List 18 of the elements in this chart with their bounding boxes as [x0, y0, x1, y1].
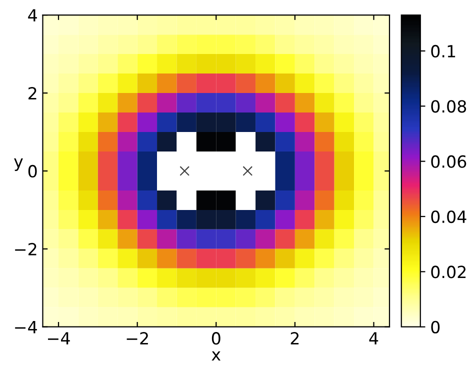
x-tick-label: −4 — [48, 332, 70, 344]
x-tick-label: 0 — [212, 332, 220, 345]
color-bar-label: 0.06 — [431, 155, 466, 168]
y-tick-label: 0 — [28, 164, 37, 178]
color-bar-label: 0.08 — [431, 100, 466, 113]
color-bar-label: 0.1 — [431, 44, 456, 58]
y-tick-label: 4 — [28, 9, 37, 22]
x-tick-label: 2 — [290, 332, 299, 344]
y-tick-label: −2 — [15, 242, 36, 256]
x-tick-label: −2 — [126, 332, 148, 344]
x-axis-title: x — [212, 351, 221, 361]
x-tick-label: 4 — [369, 332, 378, 344]
y-tick-label: −4 — [15, 321, 37, 334]
y-axis-title: y — [14, 158, 23, 171]
color-bar-label: 0 — [431, 320, 440, 334]
color-bar-label: 0.04 — [431, 210, 466, 224]
color-bar-label: 0.02 — [431, 266, 466, 278]
y-tick-label: 2 — [28, 86, 36, 100]
